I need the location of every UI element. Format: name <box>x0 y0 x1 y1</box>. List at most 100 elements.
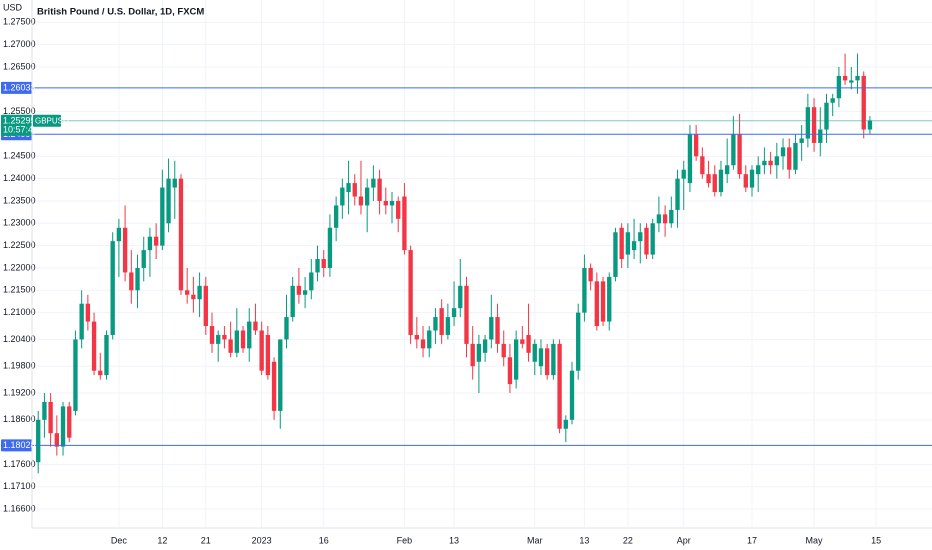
level-tag <box>1 81 32 94</box>
candle-body <box>104 334 109 376</box>
candle-body <box>743 174 748 188</box>
overlay: 1.27500 1.27000 1.26500 1.25500 1.24500 1.240… <box>1 17 932 545</box>
candle-body <box>420 339 426 349</box>
candle-body <box>42 401 47 420</box>
candle-body <box>141 250 146 268</box>
candle-body <box>36 419 41 463</box>
x-tick-label: 22 <box>623 535 633 545</box>
candle-body <box>867 120 873 130</box>
candle-body <box>408 250 413 335</box>
y-tick-label: 1.21500 <box>3 285 36 295</box>
candle-body <box>414 334 419 340</box>
x-tick-label: Mar <box>527 535 543 545</box>
candle-body <box>594 281 599 327</box>
y-tick-label: 1.21000 <box>3 307 36 317</box>
x-tick-label: 2023 <box>252 535 272 545</box>
candle-body <box>290 285 295 318</box>
candle-body <box>501 343 506 358</box>
x-tick-label: Dec <box>111 535 128 545</box>
y-tick-label: 1.18600 <box>3 414 36 424</box>
candle-body <box>98 370 103 376</box>
candle-body <box>209 326 215 344</box>
candle-body <box>166 178 171 224</box>
candle-body <box>247 321 252 349</box>
level-label: 1.18028 <box>3 440 36 450</box>
candle-body <box>675 178 680 210</box>
candle-body <box>756 165 761 175</box>
level-tag <box>1 439 32 452</box>
candle-body <box>830 98 835 103</box>
y-tick-label: 1.25500 <box>3 106 36 116</box>
candle-body <box>693 133 699 157</box>
chart-title: British Pound / U.S. Dollar, 1D, FXCM <box>37 7 204 18</box>
candle-body <box>855 75 860 81</box>
candle-body <box>811 107 817 143</box>
candle-body <box>780 147 786 157</box>
candle-body <box>551 343 556 376</box>
candle-body <box>110 241 115 335</box>
y-tick-label: 1.16600 <box>3 504 36 514</box>
candle-body <box>271 361 277 411</box>
y-tick-label: 1.24500 <box>3 151 36 161</box>
candle-body <box>749 169 755 188</box>
candle-body <box>482 339 488 353</box>
candle-body <box>588 267 593 282</box>
candle-body <box>365 187 370 206</box>
candle-body <box>253 321 258 331</box>
y-tick-label: 1.22500 <box>3 240 36 250</box>
candle-body <box>625 232 631 255</box>
candle-body <box>278 339 283 411</box>
candle-body <box>712 174 717 193</box>
candle-body <box>768 160 773 166</box>
candle-body <box>476 343 482 362</box>
candle-body <box>681 169 686 179</box>
candle-body <box>656 214 662 224</box>
symbol-tag <box>33 114 61 127</box>
candle-body <box>638 232 643 242</box>
candle-body <box>284 317 289 340</box>
candle-body <box>520 339 525 344</box>
candle-body <box>513 339 519 380</box>
x-tick-label: 15 <box>871 535 881 545</box>
candle-body <box>54 433 59 447</box>
candle-body <box>160 187 165 246</box>
candles <box>36 53 873 474</box>
candle-body <box>439 308 444 335</box>
y-tick-label: 1.24000 <box>3 173 36 183</box>
candle-body <box>48 401 53 434</box>
candle-body <box>576 312 581 371</box>
candle-body <box>842 75 848 81</box>
candle-body <box>619 227 624 260</box>
candle-body <box>582 267 587 313</box>
candle-body <box>805 107 811 139</box>
candle-body <box>265 334 271 376</box>
y-tick-label: 1.27500 <box>3 17 36 27</box>
candle-body <box>762 160 767 166</box>
y-tick-label: 1.20400 <box>3 334 36 344</box>
candle-body <box>545 348 550 376</box>
y-tick-label: 1.23500 <box>3 195 36 205</box>
x-tick-label: 16 <box>319 535 329 545</box>
last-price-label: 1.25295 <box>3 116 36 126</box>
candle-body <box>122 227 128 273</box>
candle-body <box>613 232 618 277</box>
candle-body <box>197 285 202 300</box>
candle-body <box>836 75 842 99</box>
candle-body <box>563 419 568 429</box>
candle-body <box>706 174 711 184</box>
candle-body <box>377 178 382 201</box>
candle-body <box>718 169 724 193</box>
candle-body <box>725 165 730 175</box>
candle-body <box>451 308 457 318</box>
candle-body <box>532 343 537 362</box>
candle-body <box>73 339 78 411</box>
candle-body <box>458 285 463 309</box>
candle-body <box>737 133 742 175</box>
last-price-tag <box>1 114 32 136</box>
y-tick-label: 1.26500 <box>3 61 36 71</box>
x-tick-label: 12 <box>157 535 167 545</box>
candle-body <box>824 102 829 130</box>
candle-body <box>470 343 475 367</box>
candle-body <box>793 142 798 170</box>
